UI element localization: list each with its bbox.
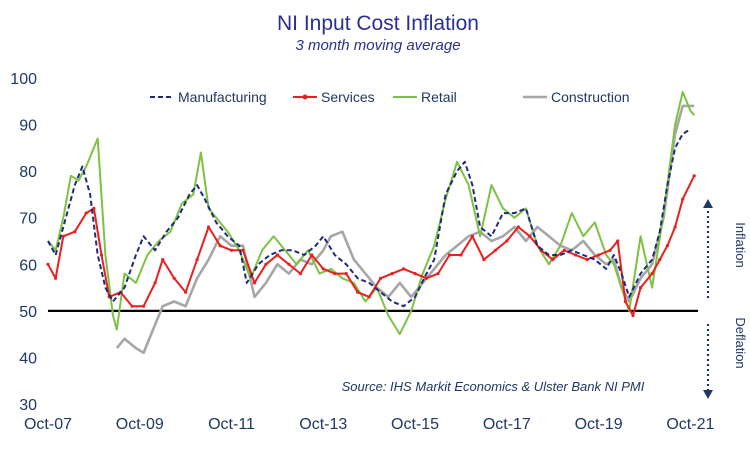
x-tick-label: Oct-13 bbox=[299, 416, 347, 433]
series-point-services bbox=[207, 225, 211, 229]
x-tick-label: Oct-19 bbox=[575, 416, 623, 433]
series-point-services bbox=[367, 295, 371, 299]
series-point-services bbox=[195, 258, 199, 262]
series-point-services bbox=[436, 272, 440, 276]
series-point-services bbox=[505, 239, 509, 243]
x-tick-label: Oct-17 bbox=[483, 416, 531, 433]
y-tick-label: 40 bbox=[19, 350, 37, 367]
series-line-manufacturing bbox=[47, 128, 691, 308]
x-tick-label: Oct-21 bbox=[666, 416, 714, 433]
x-tick-label: Oct-11 bbox=[208, 416, 255, 433]
chart-subtitle: 3 month moving average bbox=[295, 37, 460, 54]
series-point-services bbox=[447, 253, 452, 257]
series-point-services bbox=[665, 244, 670, 248]
series-point-services bbox=[275, 253, 279, 257]
series-point-services bbox=[73, 230, 77, 234]
series-point-services bbox=[650, 272, 654, 276]
series-point-services bbox=[184, 290, 188, 294]
series-layer bbox=[46, 91, 696, 355]
legend-label-services: Services bbox=[321, 89, 375, 105]
series-point-services bbox=[287, 262, 291, 266]
series-point-services bbox=[130, 304, 134, 308]
series-point-services bbox=[142, 304, 146, 308]
series-point-services bbox=[470, 234, 474, 238]
legend-marker-services bbox=[302, 94, 308, 100]
y-tick-label: 50 bbox=[19, 304, 37, 321]
deflation-label: Deflation bbox=[733, 317, 748, 368]
series-point-services bbox=[402, 267, 406, 271]
series-point-services bbox=[681, 197, 685, 201]
inflation-label: Inflation bbox=[733, 222, 748, 268]
series-point-services bbox=[310, 253, 314, 257]
series-point-services bbox=[92, 206, 96, 210]
series-point-services bbox=[344, 272, 348, 276]
series-point-services bbox=[161, 258, 165, 262]
y-tick-label: 90 bbox=[19, 118, 37, 135]
series-point-services bbox=[493, 248, 497, 252]
series-point-services bbox=[658, 258, 662, 262]
legend-label-manufacturing: Manufacturing bbox=[178, 89, 267, 105]
inflation-arrow-head bbox=[703, 199, 713, 208]
series-point-services bbox=[61, 234, 65, 238]
x-tick-label: Oct-15 bbox=[391, 416, 439, 433]
series-point-services bbox=[218, 244, 222, 248]
deflation-arrow-head bbox=[703, 390, 713, 399]
chart-title: NI Input Cost Inflation bbox=[277, 12, 479, 35]
series-point-services bbox=[459, 253, 463, 257]
legend-label-retail: Retail bbox=[421, 89, 457, 105]
series-point-services bbox=[84, 211, 88, 215]
x-tick-label: Oct-07 bbox=[24, 416, 72, 433]
series-point-services bbox=[482, 258, 486, 262]
series-point-services bbox=[356, 290, 360, 294]
series-point-services bbox=[298, 272, 302, 276]
series-point-services bbox=[153, 281, 157, 285]
y-tick-label: 60 bbox=[19, 257, 37, 274]
axes: 30 40 50 60 70 80 90 100 Oct-07 Oct-09 Oct-11 Oct-1… bbox=[10, 71, 714, 433]
series-point-services bbox=[390, 272, 394, 276]
y-tick-label: 30 bbox=[19, 397, 37, 414]
series-point-services bbox=[551, 258, 555, 262]
series-point-services bbox=[229, 248, 234, 252]
legend: Manufacturing Services Retail Construction bbox=[150, 89, 630, 105]
series-point-services bbox=[639, 286, 643, 290]
y-tick-label: 100 bbox=[10, 71, 37, 88]
series-point-services bbox=[241, 248, 245, 252]
series-point-services bbox=[321, 267, 325, 271]
y-tick-label: 80 bbox=[19, 164, 37, 181]
series-point-services bbox=[562, 248, 566, 252]
series-point-services bbox=[597, 253, 601, 257]
series-line-retail bbox=[47, 91, 695, 336]
legend-label-construction: Construction bbox=[551, 89, 630, 105]
series-point-services bbox=[333, 272, 337, 276]
series-point-services bbox=[99, 253, 104, 257]
series-line-services bbox=[47, 175, 696, 317]
series-point-services bbox=[424, 276, 429, 280]
series-point-services bbox=[692, 174, 696, 178]
series-point-services bbox=[379, 276, 383, 280]
series-point-services bbox=[413, 272, 417, 276]
series-point-services bbox=[172, 276, 176, 280]
series-line-construction bbox=[115, 104, 695, 355]
series-point-services bbox=[585, 258, 589, 262]
series-point-services bbox=[516, 225, 520, 229]
series-point-services bbox=[46, 262, 50, 266]
source-note: Source: IHS Markit Economics & Ulster Ba… bbox=[342, 379, 645, 394]
series-point-services bbox=[616, 239, 620, 243]
series-point-services bbox=[673, 225, 677, 229]
series-point-services bbox=[631, 313, 635, 318]
series-point-services bbox=[252, 281, 257, 285]
series-point-services bbox=[608, 248, 612, 252]
x-tick-label: Oct-09 bbox=[116, 416, 164, 433]
series-point-services bbox=[574, 253, 578, 257]
side-indicators: Inflation Deflation bbox=[703, 199, 748, 399]
series-point-services bbox=[54, 276, 58, 280]
series-point-services bbox=[264, 262, 268, 266]
series-point-services bbox=[528, 234, 532, 238]
series-point-services bbox=[623, 299, 628, 304]
y-tick-label: 70 bbox=[19, 211, 37, 228]
